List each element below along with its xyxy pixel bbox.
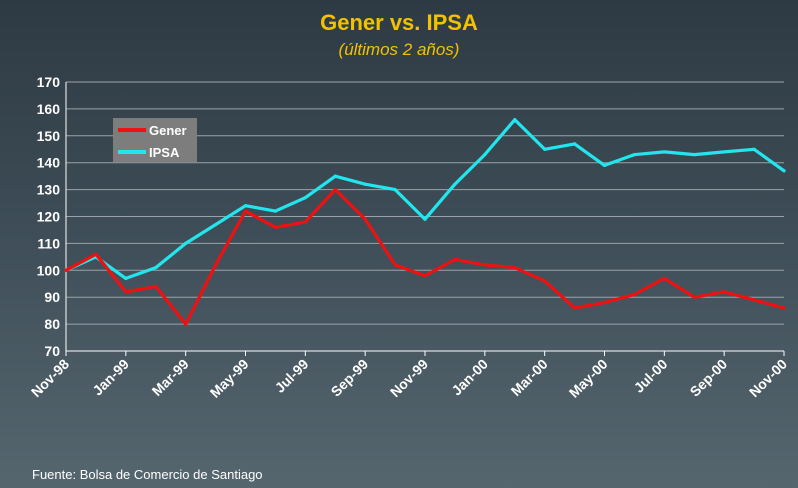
legend-label-ipsa: IPSA [149, 145, 180, 160]
y-tick-label: 80 [44, 316, 60, 332]
data-point-gener [363, 217, 367, 221]
data-point-ipsa [513, 118, 517, 122]
data-point-gener [94, 252, 98, 256]
data-point-gener [543, 279, 547, 283]
data-point-ipsa [483, 153, 487, 157]
y-tick-label: 140 [37, 155, 61, 171]
data-point-gener [333, 188, 337, 192]
y-tick-label: 70 [44, 343, 60, 359]
data-point-ipsa [213, 222, 218, 227]
data-point-ipsa [303, 196, 307, 200]
data-point-ipsa [333, 174, 337, 178]
data-point-ipsa [722, 150, 726, 154]
x-tick-label: Jan-00 [448, 356, 491, 399]
x-tick-label: Nov-00 [746, 356, 790, 400]
x-axis-tick-labels: Nov-98 Jan-99 Mar-99 May-99 Jul-99 Sep-99 Nov-… [28, 356, 790, 401]
data-point-gener [632, 292, 637, 297]
x-tick-label: Nov-98 [28, 356, 72, 400]
chart-title: Gener vs. IPSA [320, 10, 478, 35]
data-point-gener [602, 300, 607, 305]
legend: Gener IPSA [113, 118, 197, 162]
data-point-ipsa [602, 163, 607, 167]
data-point-ipsa [273, 209, 278, 213]
series-line-gener [64, 188, 786, 326]
data-point-ipsa [124, 276, 128, 280]
data-point-gener [692, 295, 696, 299]
x-tick-label: May-99 [207, 356, 252, 401]
y-tick-label: 90 [44, 289, 60, 305]
data-point-ipsa [154, 266, 158, 270]
x-tick-label: Jul-00 [631, 356, 671, 396]
y-tick-label: 110 [37, 235, 60, 251]
data-point-ipsa [393, 188, 397, 192]
data-point-ipsa [543, 147, 547, 151]
x-tick-label: Sep-99 [328, 356, 372, 400]
legend-box [113, 118, 197, 162]
data-point-gener [303, 220, 307, 224]
data-point-gener [154, 284, 158, 289]
data-point-gener [572, 306, 577, 310]
y-axis-tick-labels: 70 80 90 100 110 120 130 140 150 160 170 [37, 74, 61, 359]
y-tick-label: 120 [37, 209, 61, 225]
data-point-ipsa [453, 182, 457, 186]
data-point-gener [393, 263, 397, 267]
data-point-ipsa [363, 182, 367, 186]
chart-subtitle: (últimos 2 años) [338, 40, 460, 59]
data-point-gener [752, 298, 756, 302]
series-lines [64, 118, 786, 326]
data-point-gener [213, 263, 218, 267]
data-point-gener [184, 322, 188, 326]
data-point-gener [273, 225, 278, 229]
y-tick-label: 100 [37, 262, 61, 278]
data-point-gener [453, 257, 457, 262]
data-point-ipsa [572, 142, 577, 146]
data-point-gener [64, 268, 68, 272]
y-tick-label: 160 [37, 101, 61, 117]
data-point-ipsa [632, 153, 637, 157]
y-tick-label: 170 [37, 74, 61, 90]
data-point-ipsa [662, 150, 666, 154]
x-tick-label: Jan-99 [89, 356, 132, 399]
data-point-ipsa [423, 217, 427, 221]
data-point-gener [423, 274, 427, 278]
x-tick-label: May-00 [566, 356, 611, 401]
data-point-gener [513, 266, 517, 270]
data-point-ipsa [752, 147, 756, 151]
x-tick-label: Jul-99 [272, 356, 312, 396]
data-point-ipsa [243, 204, 248, 208]
y-tick-label: 150 [37, 128, 61, 144]
x-tick-label: Mar-99 [149, 356, 192, 399]
x-tick-label: Nov-99 [387, 356, 431, 400]
data-point-gener [722, 290, 726, 294]
data-point-gener [662, 276, 666, 280]
data-point-gener [124, 290, 128, 294]
x-tick-label: Sep-00 [687, 356, 731, 400]
data-point-gener [782, 306, 786, 310]
source-note: Fuente: Bolsa de Comercio de Santiago [32, 467, 263, 482]
legend-label-gener: Gener [149, 123, 187, 138]
data-point-gener [483, 263, 487, 267]
data-point-ipsa [692, 153, 696, 157]
data-point-gener [243, 209, 248, 213]
data-point-ipsa [184, 241, 188, 245]
y-tick-label: 130 [37, 182, 61, 198]
data-point-ipsa [782, 169, 786, 173]
axes [65, 82, 785, 356]
x-tick-label: Mar-00 [508, 356, 551, 399]
